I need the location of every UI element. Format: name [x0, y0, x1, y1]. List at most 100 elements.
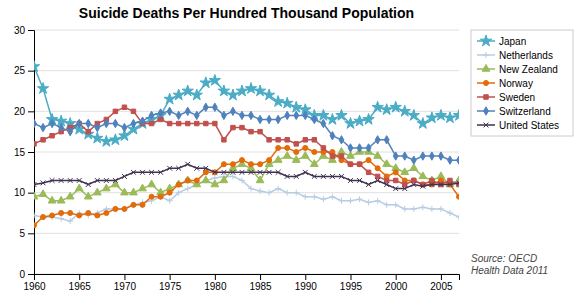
marker — [303, 170, 308, 175]
line — [34, 107, 459, 160]
marker — [66, 192, 74, 199]
marker — [448, 182, 453, 187]
marker — [194, 111, 199, 119]
marker — [203, 166, 208, 171]
marker — [266, 190, 272, 196]
tick: 2000 — [385, 274, 408, 292]
marker — [321, 119, 326, 127]
marker — [330, 174, 335, 179]
legend-label: Switzerland — [499, 106, 551, 117]
marker — [310, 160, 318, 167]
marker — [312, 115, 317, 123]
marker — [140, 170, 145, 175]
marker — [227, 89, 238, 100]
tick-mark — [28, 193, 34, 194]
marker — [430, 178, 434, 182]
marker — [68, 210, 73, 215]
marker — [420, 204, 426, 210]
marker — [102, 184, 110, 191]
tick: 1985 — [249, 274, 272, 292]
marker — [285, 138, 289, 142]
marker — [267, 138, 271, 142]
marker — [257, 188, 263, 194]
marker — [301, 152, 309, 159]
marker — [312, 149, 317, 154]
marker — [275, 186, 281, 192]
marker — [375, 174, 379, 178]
marker — [357, 196, 363, 202]
marker — [276, 145, 281, 150]
marker — [401, 168, 409, 175]
marker — [339, 154, 343, 158]
marker — [366, 170, 370, 174]
marker — [393, 152, 398, 160]
marker — [58, 216, 64, 222]
tick-label: 5 — [19, 228, 25, 239]
marker — [321, 146, 325, 150]
marker — [84, 192, 92, 199]
tick: 1960 — [23, 274, 46, 292]
legend-label: Netherlands — [499, 50, 553, 61]
marker — [429, 182, 434, 187]
marker — [375, 136, 380, 144]
marker — [149, 111, 154, 119]
marker — [212, 170, 217, 175]
marker — [101, 135, 112, 146]
marker — [258, 129, 262, 133]
marker — [50, 119, 55, 127]
marker — [176, 111, 181, 119]
marker — [248, 186, 254, 192]
marker — [285, 174, 290, 179]
marker — [294, 142, 298, 146]
marker — [438, 206, 444, 212]
marker — [336, 109, 347, 120]
marker — [384, 202, 390, 208]
marker — [348, 178, 353, 183]
legend-frame — [471, 30, 573, 136]
legend-item: Sweden — [477, 92, 535, 103]
marker — [86, 182, 91, 187]
line — [34, 148, 459, 225]
tick: 1975 — [159, 274, 182, 292]
tick-label: 0 — [19, 269, 25, 280]
marker — [312, 138, 316, 142]
marker — [348, 162, 352, 166]
marker — [448, 178, 452, 182]
marker — [329, 194, 335, 200]
tick-label: 1975 — [159, 281, 182, 292]
marker — [384, 182, 389, 187]
marker — [41, 138, 45, 142]
marker — [303, 145, 308, 150]
marker — [104, 210, 109, 215]
marker — [417, 118, 428, 129]
marker — [77, 213, 82, 218]
marker — [121, 188, 129, 195]
marker — [104, 119, 109, 127]
tick: 25 — [14, 65, 34, 76]
marker — [354, 115, 365, 126]
tick-mark — [305, 274, 306, 280]
marker — [293, 190, 299, 196]
tick-label: 2000 — [385, 281, 408, 292]
marker — [256, 176, 264, 183]
axis-line — [35, 275, 460, 281]
marker — [258, 162, 263, 167]
tick-label: 2005 — [430, 281, 453, 292]
legend-label: United States — [499, 120, 559, 131]
marker — [428, 176, 436, 183]
marker — [140, 202, 145, 207]
series — [34, 105, 459, 187]
marker — [429, 152, 434, 160]
legend-item: United States — [477, 120, 559, 131]
marker — [240, 170, 245, 175]
marker — [320, 196, 326, 202]
annotation: Source: OECDHealth Data 2011 — [471, 253, 548, 276]
marker — [113, 119, 118, 127]
marker — [453, 109, 459, 120]
marker — [221, 170, 226, 175]
tick-label: 1990 — [295, 281, 318, 292]
marker — [131, 202, 136, 207]
marker — [67, 218, 73, 224]
marker — [248, 162, 253, 167]
marker — [158, 194, 163, 199]
